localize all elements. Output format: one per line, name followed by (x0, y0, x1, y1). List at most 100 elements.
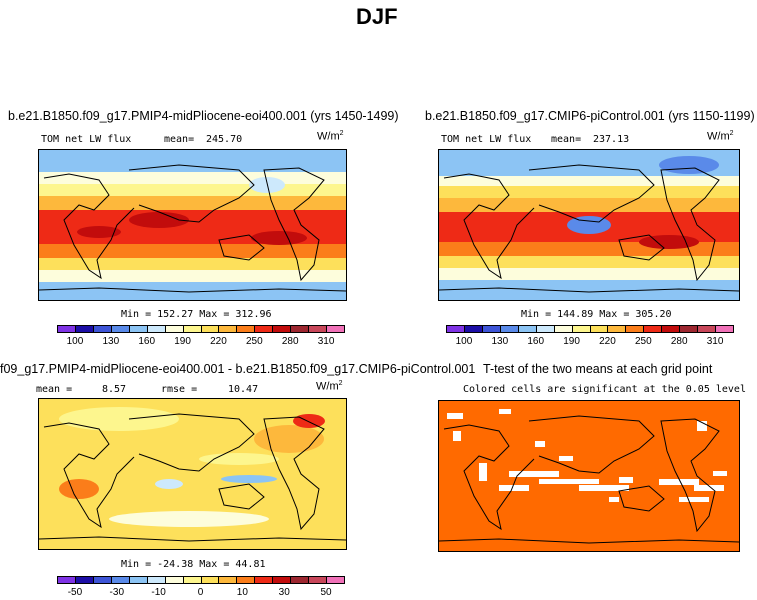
panel3-colorbar-cell (290, 576, 310, 584)
panel4-coast-americas (660, 418, 720, 533)
panel2-colorbar-cell (517, 325, 537, 333)
panel1-colorbar-cell (92, 325, 112, 333)
panel2-colorbar-cell (589, 325, 609, 333)
panel2-colorbar-tick: 160 (527, 336, 545, 347)
panel2-colorbar-cell (643, 325, 663, 333)
panel3-colorbar-cell (146, 576, 166, 584)
panel1-band-s1 (39, 244, 346, 258)
panel3-colorbar-tick: 30 (278, 587, 290, 598)
panel2-colorbar-cell (607, 325, 627, 333)
panel3-colorbar-cell (128, 576, 148, 584)
panel2-coast-antarctica (439, 287, 739, 293)
panel3-rmse-value: 10.47 (228, 384, 259, 395)
panel4-nonsignificant-cells (447, 409, 727, 502)
panel2-colorbar-tick: 310 (706, 336, 724, 347)
panel1-colorbar-cell (272, 325, 292, 333)
panel2-title: b.e21.B1850.f09_g17.CMIP6-piControl.001 … (425, 109, 755, 123)
panel1-colorbar-cell (308, 325, 328, 333)
panel3-units: W/m2 (316, 380, 343, 393)
panel2-mean-label: mean= (551, 134, 582, 145)
panel1-colorbar-cell (290, 325, 310, 333)
panel1-band-s3 (39, 270, 346, 282)
panel4-coast-asia (528, 415, 655, 474)
panel3-colorbar-cell (236, 576, 256, 584)
panel4-ns-cell (499, 485, 529, 491)
panel3-colorbar-cell (182, 576, 202, 584)
panel3-units-base: W/m (316, 380, 339, 393)
panel3-colorbar-cell (164, 576, 184, 584)
panel2-units: W/m2 (707, 130, 734, 143)
panel4-coast-antarctica (439, 538, 739, 544)
panel3-colorbar-cell (272, 576, 292, 584)
panel3-coast-africa-europe (43, 422, 135, 529)
panel2-colorbar-cell (661, 325, 681, 333)
panel2-map-svg (439, 150, 739, 300)
panel2-colorbar-tick: 250 (634, 336, 652, 347)
panel3-colorbar-cell (74, 576, 94, 584)
panel2-coast-americas (660, 167, 720, 282)
panel1-colorbar-cell (57, 325, 76, 333)
panel1-colorbar-cell (74, 325, 94, 333)
panel1-colorbar-tick: 280 (281, 336, 299, 347)
panel4-ns-cell (509, 471, 559, 477)
panel2-band-s2 (439, 256, 739, 268)
figure-title: DJF (356, 4, 398, 29)
panel1-colorbar-tick: 160 (138, 336, 156, 347)
panel2-coastlines (439, 164, 739, 293)
panel3-cold-maritime (155, 479, 183, 489)
panel2-colorbar-cell (625, 325, 645, 333)
panel4-coast-africa-europe (443, 424, 535, 531)
panel1-colorbar-cell (110, 325, 130, 333)
panel2-colorbar-tick: 220 (599, 336, 616, 347)
panel4-ns-cell (559, 456, 573, 461)
panel1-band-n3 (39, 196, 346, 210)
panel4-ns-cell (579, 485, 629, 491)
panel3-colorbar-cell (92, 576, 112, 584)
panel1-coast-asia (128, 164, 255, 223)
panel3-colorbar-tick: 10 (236, 587, 248, 598)
panel1-units: W/m2 (317, 130, 344, 143)
panel1-coastlines (39, 164, 346, 293)
panel1-band-n1 (39, 172, 346, 184)
panel2-band-n2 (439, 186, 739, 198)
panel3-coast-americas (263, 416, 325, 531)
panel2-colorbar-cell (715, 325, 734, 333)
panel3-coastlines (39, 413, 346, 542)
panel3-colorbar-cell (57, 576, 76, 584)
panel1-colorbar-cell (164, 325, 184, 333)
panel3-colorbar-tick: 50 (320, 587, 332, 598)
panel2-colorbar-tick: 190 (563, 336, 580, 347)
panel2-colorbar-cell (481, 325, 501, 333)
panel3-map (38, 398, 347, 550)
panel2-units-exp: 2 (729, 130, 734, 137)
panel2-minmax: Min = 144.89 Max = 305.20 (521, 309, 672, 320)
panel1-colorbar: 100 130 160 190 220 250 280 310 (57, 325, 345, 347)
panel1-colorbar-tick: 310 (317, 336, 335, 347)
panel1-minmax: Min = 152.27 Max = 312.96 (121, 309, 272, 320)
panel2-colorbar-cell (446, 325, 465, 333)
panel4-ns-cell (499, 409, 511, 414)
panel4-ns-cell (659, 479, 699, 485)
panel1-mean-label: mean= (164, 134, 195, 145)
panel3-colorbar-cell (110, 576, 130, 584)
panel1-colorbar-tick: 220 (210, 336, 227, 347)
panel1-colorbar-cell (146, 325, 166, 333)
panel2-coast-africa-europe (443, 173, 535, 280)
panel1-hotspot-3 (77, 226, 121, 238)
panel1-colorbar-tick: 190 (174, 336, 191, 347)
panel2-variable-label: TOM net LW flux (441, 134, 532, 145)
panel2-map (438, 149, 740, 301)
panel2-colorbar-cell (697, 325, 717, 333)
panel1-map-svg (39, 150, 346, 300)
panel4-ns-cell (694, 485, 724, 491)
panel4-ns-cell (619, 477, 633, 483)
panel2-units-base: W/m (707, 130, 730, 143)
panel1-band-s2 (39, 258, 346, 270)
panel3-coast-antarctica (39, 536, 346, 542)
panel1-colorbar-tick: 250 (245, 336, 263, 347)
panel1-colorbar-cell (128, 325, 148, 333)
panel3-mean-value: 8.57 (102, 384, 127, 395)
panel2-colorbar-cell (571, 325, 591, 333)
panel3-coast-australia (218, 483, 265, 510)
panel1-colorbar-tick: 130 (102, 336, 120, 347)
